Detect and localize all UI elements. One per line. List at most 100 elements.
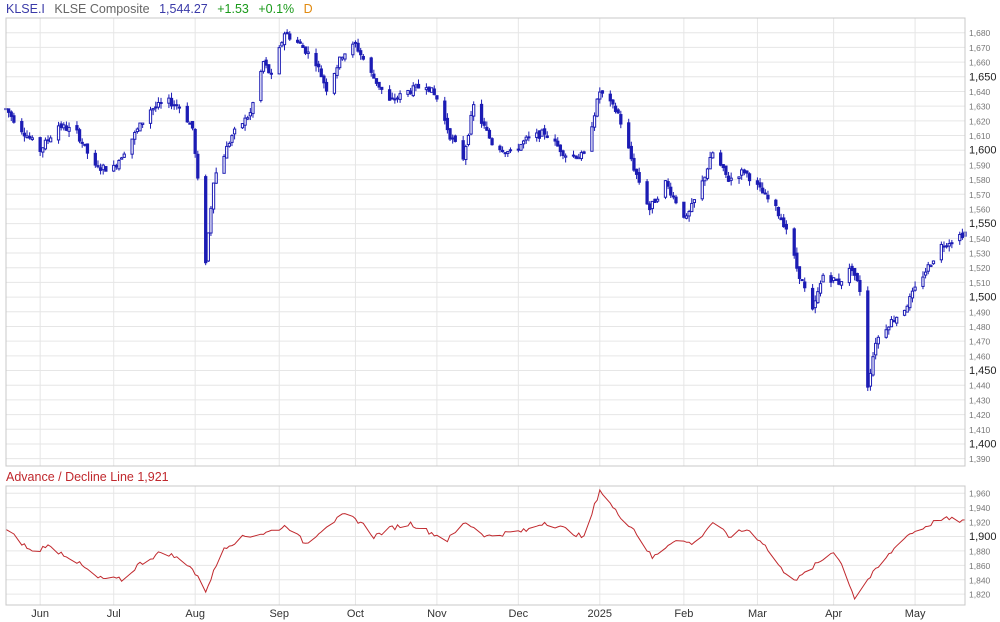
candle [22, 132, 27, 137]
candle [592, 115, 597, 128]
candle [138, 122, 142, 132]
candle [114, 164, 118, 168]
candle [130, 138, 134, 155]
candle [246, 117, 250, 120]
candle [655, 198, 660, 202]
chart-header: KLSE.I KLSE Composite 1,544.27 +1.53 +0.… [6, 2, 319, 16]
candle [416, 83, 421, 89]
ad-tick-label: 1,860 [969, 561, 991, 571]
candle [430, 87, 434, 93]
ad-tick-label: 1,880 [969, 546, 991, 556]
price-change: +1.53 [217, 2, 249, 16]
candle [211, 182, 216, 210]
price-tick-label: 1,420 [969, 410, 991, 420]
candle [942, 245, 946, 248]
candle [834, 278, 838, 281]
candle [282, 33, 287, 46]
candle [204, 176, 208, 264]
candle [206, 232, 210, 262]
candle [931, 260, 936, 265]
candlestick-series [4, 29, 967, 392]
candle [230, 135, 234, 143]
period-selector[interactable]: D [303, 2, 313, 16]
candle [671, 195, 675, 198]
candle [737, 176, 741, 179]
candle [319, 68, 323, 78]
ad-tick-label: 1,960 [969, 489, 991, 499]
candle [763, 192, 767, 195]
candle [761, 187, 765, 194]
price-tick-label: 1,570 [969, 190, 991, 200]
candle [243, 117, 247, 126]
candle [692, 199, 697, 204]
price-tick-label: 1,480 [969, 322, 991, 332]
candle [280, 42, 284, 47]
candle [406, 89, 410, 95]
price-tick-label: 1,560 [969, 204, 991, 214]
candle [947, 243, 951, 247]
price-tick-label: 1,630 [969, 102, 991, 112]
symbol-label[interactable]: KLSE.I [6, 2, 45, 16]
candle [490, 138, 494, 146]
candle [648, 203, 652, 211]
candle [411, 85, 415, 97]
candle [632, 157, 636, 171]
price-tick-label: 1,470 [969, 337, 991, 347]
time-tick-label: May [905, 608, 926, 620]
candle [498, 145, 502, 151]
candle [335, 67, 339, 76]
candle [93, 152, 97, 166]
candle [776, 206, 781, 217]
candle [908, 296, 912, 309]
price-tick-label: 1,550 [969, 218, 997, 230]
candle [214, 172, 218, 184]
candle [627, 122, 631, 149]
candle [20, 120, 24, 133]
candle [301, 44, 305, 48]
candle [185, 105, 189, 123]
candle [332, 72, 337, 94]
candle [177, 106, 182, 109]
candle [721, 164, 725, 169]
candle [322, 75, 326, 84]
candle [28, 135, 32, 139]
candle [774, 199, 778, 207]
price-tick-label: 1,670 [969, 43, 991, 53]
candle [871, 356, 875, 376]
candle [251, 102, 255, 115]
candle [267, 64, 271, 74]
candle [353, 41, 358, 44]
candle [616, 109, 620, 114]
candle [905, 305, 909, 313]
candle [49, 137, 53, 143]
candle [269, 72, 274, 75]
candle [377, 81, 381, 88]
candle [196, 153, 200, 179]
candle [443, 100, 447, 121]
candle [666, 181, 670, 187]
price-tick-label: 1,610 [969, 131, 991, 141]
candle [837, 278, 841, 285]
time-tick-label: Dec [509, 608, 529, 620]
candle [188, 122, 192, 125]
candle [380, 86, 384, 90]
candle [56, 125, 61, 141]
candle [112, 164, 116, 172]
time-tick-label: Sep [269, 608, 289, 620]
candle [719, 152, 723, 166]
candle [306, 51, 310, 55]
candle [958, 234, 962, 242]
candle [393, 98, 397, 101]
candle [839, 281, 844, 286]
candle [85, 143, 90, 154]
candle [503, 152, 507, 155]
candle [359, 50, 363, 56]
time-axis: Jun Jul Aug Sep Oct Nov Dec 2025 Feb Mar Apr May [31, 608, 926, 620]
candle [902, 309, 907, 316]
candle [726, 175, 731, 182]
candle [96, 165, 100, 168]
candle [59, 123, 63, 129]
candle [508, 149, 513, 152]
candle [75, 125, 79, 131]
